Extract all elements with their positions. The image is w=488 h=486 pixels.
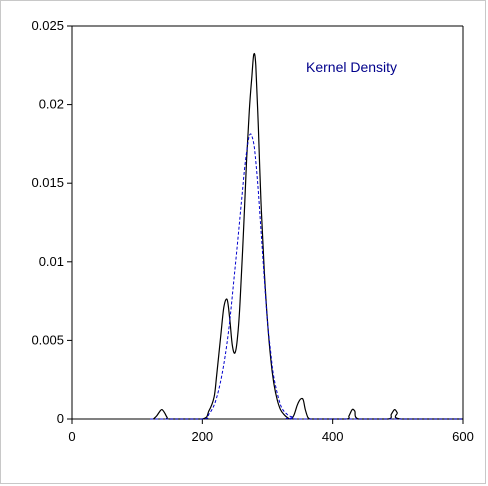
ticks: 0 0.005 0.01 0.015 0.02 0.025 0 200 400 600 (31, 18, 473, 444)
y-tick-label: 0.02 (39, 97, 64, 112)
axes (71, 25, 464, 420)
x-tick-label: 0 (68, 429, 75, 444)
solid-density-line (153, 52, 463, 420)
x-tick-label: 400 (322, 429, 344, 444)
y-tick-label: 0.01 (39, 254, 64, 269)
series-layer (150, 52, 463, 420)
dashed-density-line (150, 133, 463, 420)
y-tick-label: 0.025 (31, 18, 64, 33)
y-tick-label: 0.015 (31, 175, 64, 190)
kernel-density-annotation: Kernel Density (306, 59, 397, 75)
y-tick-label: 0 (57, 411, 64, 426)
x-tick-label: 600 (452, 429, 474, 444)
y-tick-label: 0.005 (31, 332, 64, 347)
x-tick-label: 200 (191, 429, 213, 444)
